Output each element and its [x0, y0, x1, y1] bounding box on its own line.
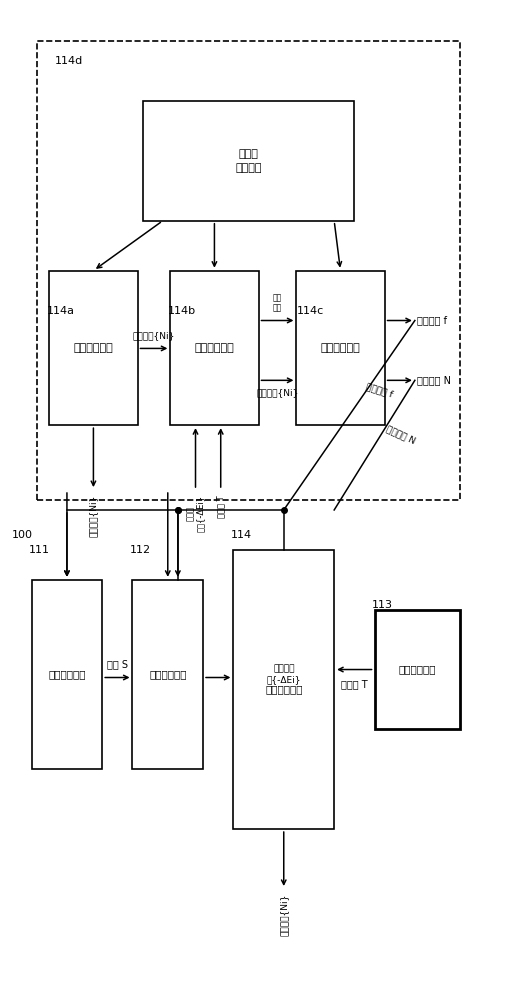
Text: 温度值 T: 温度值 T	[216, 495, 225, 518]
FancyBboxPatch shape	[297, 271, 385, 425]
Text: 候选编号{Ni}: 候选编号{Ni}	[132, 331, 175, 340]
Text: 114c: 114c	[297, 306, 323, 316]
Text: 随机数
生成单元: 随机数 生成单元	[235, 149, 262, 173]
Text: 状态保持单元: 状态保持单元	[48, 670, 86, 680]
Text: 114d: 114d	[54, 56, 83, 66]
Text: 转变确定单元: 转变确定单元	[320, 343, 360, 353]
FancyBboxPatch shape	[37, 41, 460, 500]
Text: 转变控制单元: 转变控制单元	[265, 684, 303, 694]
Text: 候选编号{Ni}: 候选编号{Ni}	[89, 495, 98, 537]
Text: 能量改
变值{-ΔEi}: 能量改 变值{-ΔEi}	[186, 495, 205, 532]
FancyBboxPatch shape	[142, 101, 354, 221]
Text: 转变接受 f: 转变接受 f	[417, 316, 447, 326]
FancyBboxPatch shape	[31, 580, 102, 769]
FancyBboxPatch shape	[49, 271, 137, 425]
Text: 转变编号 N: 转变编号 N	[385, 425, 417, 446]
Text: 能量计算单元: 能量计算单元	[149, 670, 187, 680]
Text: 温度控制单元: 温度控制单元	[399, 665, 436, 675]
Text: 转变接受 f: 转变接受 f	[365, 382, 393, 399]
Text: 113: 113	[372, 600, 393, 610]
FancyBboxPatch shape	[233, 550, 334, 829]
Text: 接受
确定: 接受 确定	[273, 293, 282, 313]
Text: 转变编号 N: 转变编号 N	[417, 375, 451, 385]
Text: 100: 100	[12, 530, 32, 540]
Text: 状态 S: 状态 S	[107, 660, 128, 670]
FancyBboxPatch shape	[375, 610, 460, 729]
Text: 候选编号{Ni}: 候选编号{Ni}	[279, 894, 288, 936]
Text: 111: 111	[29, 545, 50, 555]
Text: 候选生成单元: 候选生成单元	[74, 343, 113, 353]
Text: 112: 112	[130, 545, 151, 555]
Text: 能量改变
值{-ΔEi}: 能量改变 值{-ΔEi}	[267, 665, 301, 684]
Text: 114b: 114b	[168, 306, 196, 316]
Text: 114: 114	[231, 530, 252, 540]
Text: 114a: 114a	[47, 306, 75, 316]
FancyBboxPatch shape	[132, 580, 203, 769]
Text: 候选编号{Ni}: 候选编号{Ni}	[256, 388, 299, 397]
Text: 温度值 T: 温度值 T	[341, 680, 368, 690]
Text: 接受确定单元: 接受确定单元	[195, 343, 234, 353]
FancyBboxPatch shape	[170, 271, 259, 425]
